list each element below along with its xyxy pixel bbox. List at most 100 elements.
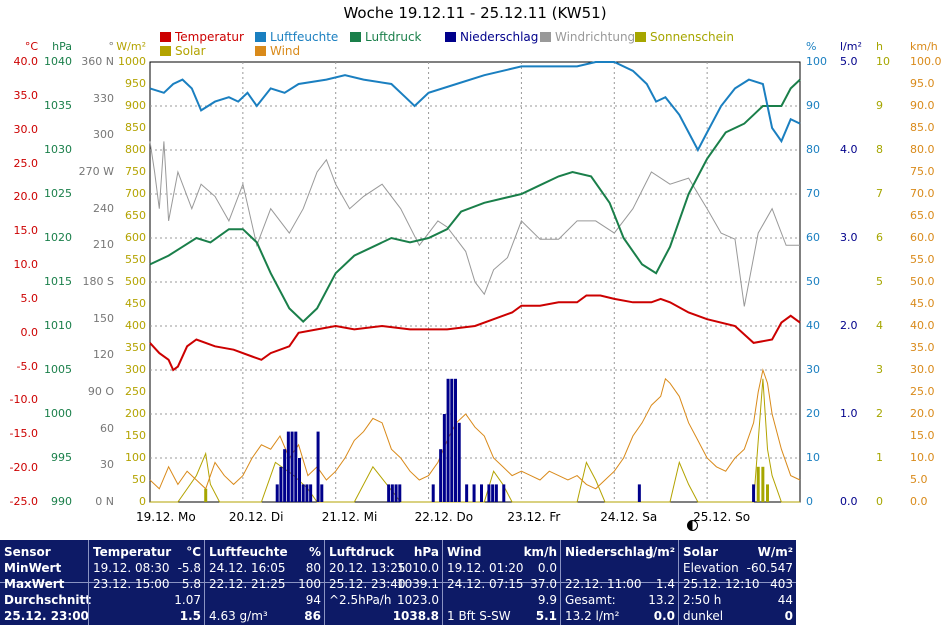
tick-label-pressure: 1020 xyxy=(44,231,72,244)
tick-label-pressure: 1035 xyxy=(44,99,72,112)
tick-label-wind: 70.0 xyxy=(910,187,935,200)
tick-label-solar: 850 xyxy=(125,121,146,134)
statistics-table: Sensor MinWert MaxWert Durchschnitt 25.1… xyxy=(0,540,796,625)
tick-label-winddir: 90 O xyxy=(87,385,114,398)
bar-niederschlag xyxy=(320,484,324,502)
tick-label-winddir: 180 S xyxy=(82,275,114,288)
tick-label-wind: 0.0 xyxy=(910,495,928,508)
bar-niederschlag xyxy=(305,484,309,502)
luftdruck-avg: 1023.0 xyxy=(397,593,439,607)
niederschlag-header: Niederschlag xyxy=(565,545,654,559)
luftdruck-max: 1039.1 xyxy=(397,577,439,591)
tick-label-rain: 5.0 xyxy=(840,55,858,68)
tick-label-solar: 900 xyxy=(125,99,146,112)
col-niederschlag: Niederschlag l/m² 22.12. 11:00 1.4 Gesamt:… xyxy=(560,540,679,625)
legend-swatch xyxy=(160,32,171,42)
temperatur-min: -5.8 xyxy=(177,561,201,575)
tick-label-sunshine: 6 xyxy=(876,231,883,244)
tick-label-winddir: 30 xyxy=(100,458,114,472)
axis-unit-rain: l/m² xyxy=(840,40,862,53)
tick-label-temp: -20.0 xyxy=(9,461,38,475)
tick-label-wind: 35.0 xyxy=(910,341,935,354)
axis-unit-pressure: hPa xyxy=(52,40,72,53)
tick-label-humidity: 40 xyxy=(806,319,820,332)
legend-swatch xyxy=(160,46,171,56)
luftfeuchte-max-time: 22.12. 21:25 xyxy=(209,577,286,591)
bar-niederschlag xyxy=(275,484,279,502)
col-wind: Wind km/h 19.12. 01:20 0.0 24.12. 07:15 37.… xyxy=(442,540,561,625)
tick-label-rain: 4.0 xyxy=(840,143,858,156)
luftdruck-current: 1038.8 xyxy=(392,609,439,623)
bar-niederschlag xyxy=(494,484,498,502)
tick-label-temp: -10.0 xyxy=(9,393,38,407)
luftfeuchte-avg: 94 xyxy=(305,593,321,607)
tick-label-temp: 30.0 xyxy=(13,122,39,136)
tick-label-temp: -25.0 xyxy=(9,495,38,508)
wind-bft: 1 Bft S-SW xyxy=(447,609,511,623)
tick-label-wind: 65.0 xyxy=(910,209,935,222)
tick-label-winddir: 60 xyxy=(100,421,114,435)
tick-label-sunshine: 5 xyxy=(876,275,883,288)
wind-header: Wind xyxy=(447,545,482,559)
tick-label-sunshine: 10 xyxy=(876,55,890,68)
tick-label-wind: 30.0 xyxy=(910,363,935,376)
tick-label-humidity: 80 xyxy=(806,143,820,156)
bar-niederschlag xyxy=(491,484,495,502)
x-tick-label: 21.12. Mi xyxy=(321,510,378,524)
wind-max-time: 24.12. 07:15 xyxy=(447,577,524,591)
tick-label-wind: 100.0 xyxy=(910,55,942,68)
legend-label: Windrichtung xyxy=(555,30,636,44)
luftfeuchte-header: Luftfeuchte xyxy=(209,545,288,559)
bar-sonnenschein xyxy=(204,488,208,502)
bar-niederschlag xyxy=(487,484,491,502)
luftfeuchte-max: 100 xyxy=(298,577,321,591)
tick-label-humidity: 30 xyxy=(806,363,820,376)
bar-niederschlag xyxy=(431,484,435,502)
bar-niederschlag xyxy=(309,484,313,502)
axis-unit-humidity: % xyxy=(806,40,817,53)
col-solar: Solar W/m² Elevation -60.547 25.12. 12:10 4… xyxy=(678,540,797,625)
line-solar xyxy=(150,378,800,503)
tick-label-sunshine: 7 xyxy=(876,187,883,200)
line-windrichtung xyxy=(149,141,800,307)
niederschlag-sum: 13.2 l/m² xyxy=(565,609,620,623)
legend-label: Luftdruck xyxy=(365,30,422,44)
tick-label-wind: 85.0 xyxy=(910,121,935,134)
tick-label-wind: 90.0 xyxy=(910,99,935,112)
bar-niederschlag xyxy=(454,378,457,502)
legend-item-luftdruck: Luftdruck xyxy=(350,30,422,44)
tick-label-sunshine: 3 xyxy=(876,363,883,376)
tick-label-solar: 0 xyxy=(139,495,146,508)
tick-label-humidity: 20 xyxy=(806,407,820,420)
bar-niederschlag xyxy=(316,431,320,502)
bar-niederschlag xyxy=(387,484,391,502)
x-tick-label: 25.12. So xyxy=(693,510,751,524)
tick-label-wind: 75.0 xyxy=(910,165,935,178)
bar-niederschlag xyxy=(472,484,476,502)
bar-niederschlag xyxy=(446,378,450,502)
tick-label-wind: 50.0 xyxy=(910,275,935,288)
tick-label-pressure: 1030 xyxy=(44,143,72,156)
tick-label-winddir: 240 xyxy=(93,201,114,215)
luftfeuchte-abs: 4.63 g/m³ xyxy=(209,609,268,623)
tick-label-wind: 5.0 xyxy=(910,473,928,486)
tick-label-humidity: 60 xyxy=(806,231,820,244)
tick-label-rain: 2.0 xyxy=(840,319,858,332)
temperatur-max: 5.8 xyxy=(181,577,201,591)
luftfeuchte-min-time: 24.12. 16:05 xyxy=(209,561,286,575)
x-tick-label: 24.12. Sa xyxy=(600,510,658,524)
solar-max: 403 xyxy=(770,577,793,591)
luftfeuchte-unit: % xyxy=(308,545,321,559)
bar-niederschlag xyxy=(637,484,641,502)
tick-label-temp: -15.0 xyxy=(9,427,38,441)
bar-sonnenschein xyxy=(766,484,769,502)
sensor-header: Sensor xyxy=(4,545,51,559)
tick-label-wind: 60.0 xyxy=(910,231,935,244)
luftdruck-trend: ^2.5hPa/h xyxy=(329,593,392,607)
tick-label-temp: 5.0 xyxy=(20,291,39,305)
tick-label-sunshine: 8 xyxy=(876,143,883,156)
bar-niederschlag xyxy=(442,414,446,502)
niederschlag-current: 0.0 xyxy=(653,609,675,623)
row-label-avg: Durchschnitt xyxy=(4,593,92,607)
sunshine-value: 44 xyxy=(777,593,793,607)
